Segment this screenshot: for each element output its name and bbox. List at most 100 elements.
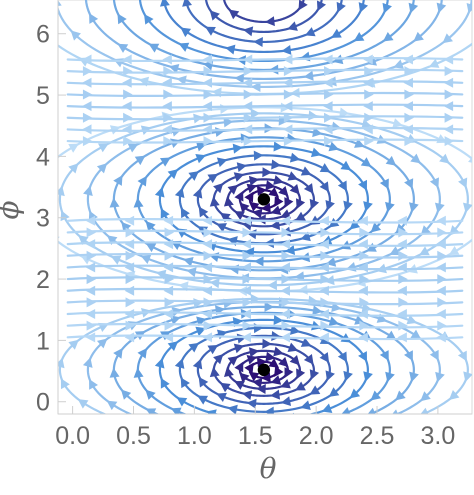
stream-arrow xyxy=(154,357,165,369)
stream-arrow xyxy=(125,320,136,331)
stream-arrow xyxy=(363,77,373,88)
stream-arrow xyxy=(265,180,276,191)
stream-arrow xyxy=(319,239,329,250)
stream-arrow xyxy=(198,376,209,388)
stream-arrow xyxy=(113,348,123,359)
stream-arrow xyxy=(398,297,408,308)
stream-arrow xyxy=(58,357,65,369)
y-tick-label: 4 xyxy=(36,143,50,171)
stream-arrow xyxy=(379,178,389,190)
stream-arrow xyxy=(413,31,424,42)
stream-arrow xyxy=(203,89,213,100)
stream-arrow xyxy=(109,197,120,208)
stream-arrow xyxy=(242,124,253,135)
stream-arrow xyxy=(220,212,231,223)
stream-arrow xyxy=(300,400,311,411)
stream-arrow xyxy=(206,409,217,414)
stream-arrow xyxy=(232,143,243,154)
stream-arrow xyxy=(436,332,446,343)
stream-arrow xyxy=(358,309,368,320)
stream-arrow xyxy=(203,320,213,331)
stream-arrow xyxy=(323,77,333,88)
stream-arrow xyxy=(242,297,252,308)
stream-arrow xyxy=(164,274,175,285)
stream-arrow xyxy=(58,0,62,6)
stream-arrow xyxy=(122,77,132,88)
stream-arrow xyxy=(458,177,468,189)
stream-arrow xyxy=(89,13,99,24)
x-tick-label: 0.0 xyxy=(55,422,90,450)
stream-arrow xyxy=(404,89,414,100)
stream-arrow xyxy=(137,175,147,187)
stream-arrow xyxy=(310,320,322,331)
stream-arrow xyxy=(241,239,252,250)
stream-arrow xyxy=(361,302,372,313)
stream-arrow xyxy=(145,408,157,414)
stream-arrow xyxy=(278,356,289,368)
stream-arrow xyxy=(163,332,174,343)
stream-arrow xyxy=(256,383,266,394)
stream-arrow xyxy=(264,301,275,312)
stream-arrow xyxy=(195,153,206,164)
stream-arrow xyxy=(448,245,460,255)
stream-arrow xyxy=(250,81,261,92)
stream-arrow xyxy=(239,372,250,383)
stream-arrow xyxy=(289,184,300,195)
stream-arrow xyxy=(289,325,301,335)
stream-arrow xyxy=(363,101,373,112)
stream-arrow xyxy=(404,112,414,123)
stream-arrow xyxy=(360,157,372,167)
stream-arrow xyxy=(325,200,335,211)
stream-arrow xyxy=(404,66,414,77)
stream-arrow xyxy=(336,1,346,13)
stream-arrow xyxy=(281,297,291,308)
stream-arrow xyxy=(86,297,97,308)
stream-arrow xyxy=(117,13,127,25)
stream-arrow xyxy=(180,27,192,38)
stream-arrow xyxy=(339,107,350,118)
stream-arrow xyxy=(209,10,220,21)
stream-arrow xyxy=(125,297,136,308)
stream-arrow xyxy=(337,180,347,192)
stream-arrow xyxy=(236,162,247,173)
stream-arrow xyxy=(264,238,274,249)
stream-arrow xyxy=(241,285,252,296)
stream-arrow xyxy=(408,2,419,14)
stream-arrow xyxy=(110,255,122,265)
stream-arrow xyxy=(188,171,199,181)
stream-arrow xyxy=(420,391,431,402)
stream-arrow xyxy=(385,371,395,383)
stream-arrow xyxy=(243,66,254,77)
stream-arrow xyxy=(323,124,333,135)
stream-arrow xyxy=(213,182,224,194)
stream-arrow xyxy=(337,351,348,363)
stream-arrow xyxy=(359,274,369,285)
stream-arrow xyxy=(303,353,314,365)
upper-horizontal-stream-4 xyxy=(66,103,464,109)
stream-arrow xyxy=(180,207,190,219)
stream-arrow xyxy=(202,215,213,226)
stream-arrow xyxy=(159,157,171,167)
stream-arrow xyxy=(86,227,97,238)
stream-arrow xyxy=(437,227,447,238)
stream-arrow xyxy=(250,108,261,119)
stream-arrow xyxy=(242,250,252,261)
stream-arrow xyxy=(270,205,282,215)
stream-arrow xyxy=(320,297,330,308)
stream-arrow xyxy=(60,378,70,390)
stream-arrow xyxy=(331,28,342,38)
stream-arrow xyxy=(162,54,172,65)
horizontal-stream-2 xyxy=(66,322,464,329)
stream-arrow xyxy=(246,354,258,365)
horizontal-stream-1 xyxy=(66,334,464,341)
stream-arrow xyxy=(436,309,446,320)
stream-arrow xyxy=(241,309,252,320)
stream-arrow xyxy=(170,407,182,414)
axes-group: 0.0 0.5 1.0 1.5 2.0 2.5 3.0 0 1 2 3 4 5 6 xyxy=(36,0,472,450)
stream-arrow xyxy=(85,239,96,250)
stream-arrow xyxy=(219,382,231,393)
stream-arrow xyxy=(192,358,203,370)
stream-arrow xyxy=(435,371,445,383)
stream-arrow xyxy=(198,206,209,218)
horizontal-stream-7 xyxy=(66,264,464,271)
